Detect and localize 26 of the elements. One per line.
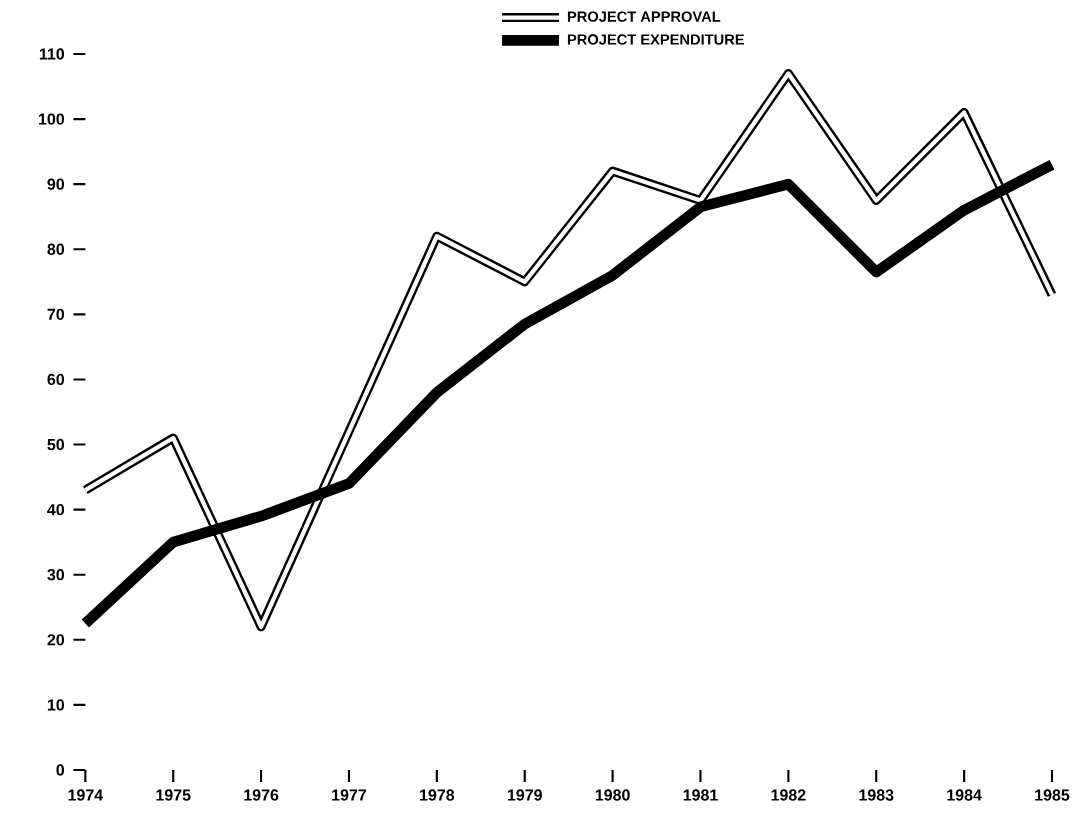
x-tick-label: 1975 [156,789,191,801]
x-tick-label: 1978 [420,789,455,801]
y-tick-label: 90 [47,178,65,190]
x-tick-label: 1977 [332,789,367,801]
x-tick-label: 1984 [947,789,982,801]
legend-label: PROJECT APPROVAL [567,11,721,22]
x-tick-label: 1976 [244,789,279,801]
x-tick-label: 1974 [68,789,104,801]
x-tick-label: 1982 [771,789,806,801]
x-tick-label: 1985 [1035,789,1070,801]
y-tick-label: 110 [39,48,65,60]
y-tick-label: 80 [47,243,65,255]
y-tick-label: 60 [47,373,65,386]
y-tick-label: 20 [47,634,65,646]
legend-label: PROJECT EXPENDITURE [567,34,745,45]
x-tick-label: 1983 [859,789,894,801]
y-tick-label: 100 [39,113,65,125]
x-tick-label: 1980 [595,789,630,801]
y-tick-label: 0 [56,764,65,776]
y-tick-label: 30 [47,569,65,581]
y-tick-label: 70 [47,308,65,320]
y-tick-label: 40 [47,503,65,516]
y-tick-label: 10 [47,699,65,711]
y-tick-label: 50 [47,438,65,451]
x-tick-label: 1979 [507,789,542,801]
x-tick-label: 1981 [683,789,718,801]
